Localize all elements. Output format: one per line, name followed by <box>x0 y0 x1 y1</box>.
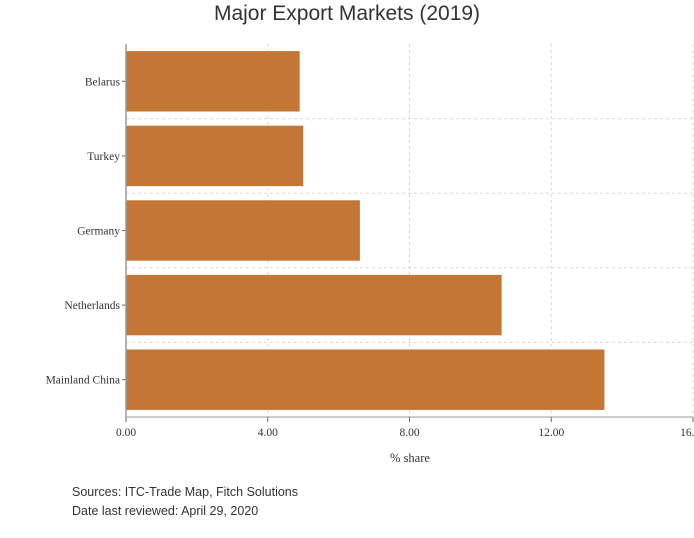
x-axis: 0.00 4.00 8.00 12.00 16.00 <box>116 416 694 439</box>
bar <box>126 349 605 410</box>
y-axis: Mainland China Netherlands Germany Turkey Be… <box>46 44 127 417</box>
date-reviewed-note: Date last reviewed: April 29, 2020 <box>72 504 259 518</box>
x-tick-label: 12.00 <box>538 427 564 439</box>
y-tick-label: Belarus <box>85 76 121 88</box>
y-tick-label: Mainland China <box>46 375 120 387</box>
sources-note: Sources: ITC-Trade Map, Fitch Solutions <box>72 485 299 499</box>
y-tick-label: Germany <box>77 226 120 238</box>
bar <box>126 200 360 261</box>
y-tick-label: Netherlands <box>64 300 120 312</box>
bar <box>126 125 304 187</box>
x-axis-label: % share <box>390 451 430 465</box>
x-tick-label: 4.00 <box>258 427 278 439</box>
y-tick-label: Turkey <box>87 151 120 163</box>
bars <box>126 51 605 410</box>
bar <box>126 274 502 336</box>
x-tick-label: 8.00 <box>399 427 419 439</box>
x-tick-label: 16.00 <box>680 427 694 439</box>
x-tick-label: 0.00 <box>116 427 136 439</box>
chart-title: Major Export Markets (2019) <box>214 2 480 25</box>
bar <box>126 51 300 112</box>
